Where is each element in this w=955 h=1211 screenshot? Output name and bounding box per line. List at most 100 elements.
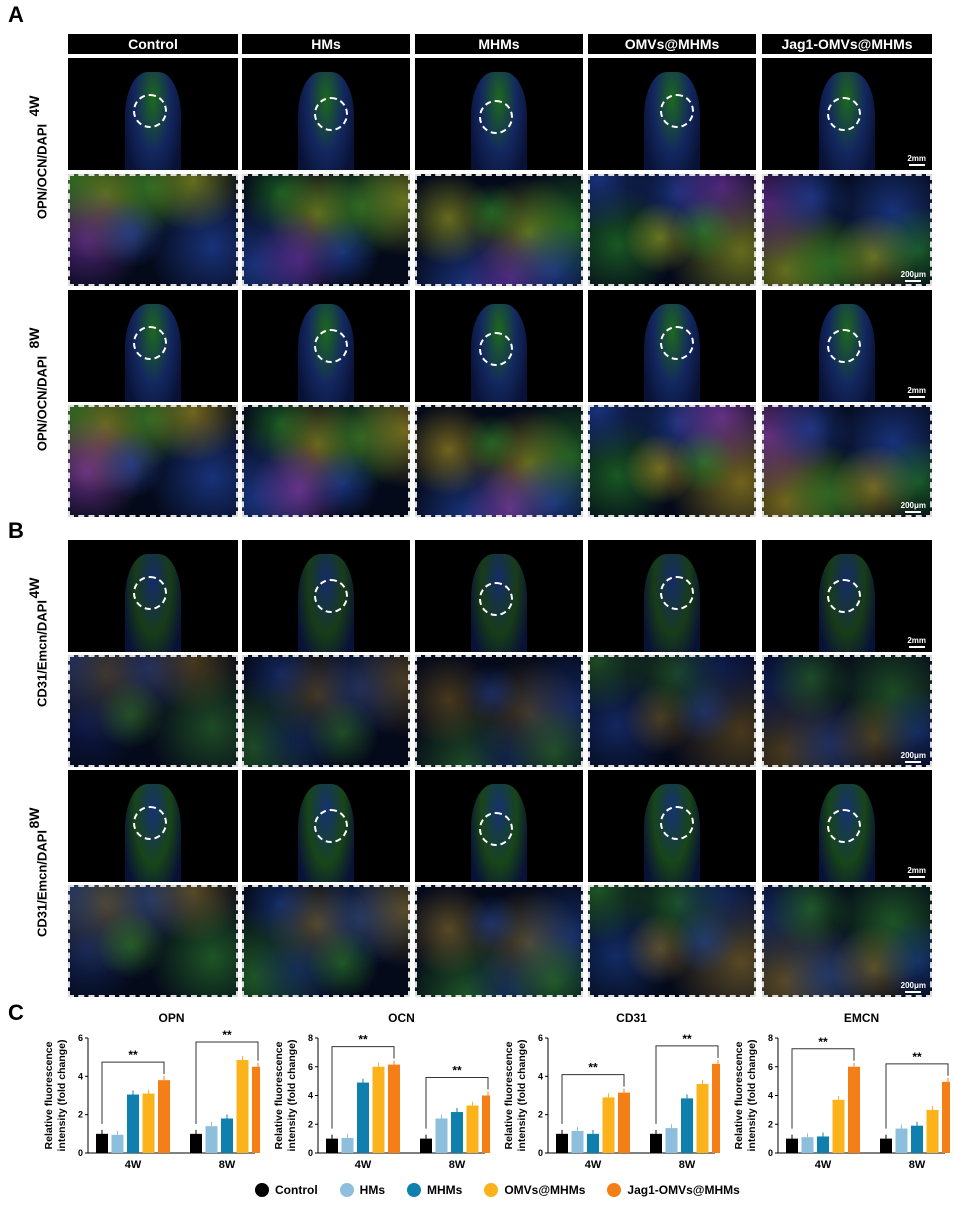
scale-bar: 200μm — [901, 270, 926, 282]
bar-4w-mhms — [587, 1133, 599, 1153]
region-of-interest-circle — [660, 806, 694, 840]
bar-4w-hms — [571, 1130, 584, 1153]
micrograph-whole-bone — [68, 540, 238, 652]
scale-bar: 2mm — [907, 386, 926, 398]
bar-4w-control — [556, 1133, 568, 1153]
x-tick-label: 4W — [585, 1159, 602, 1171]
micrograph-magnified — [588, 174, 756, 286]
bar-4w-hms — [801, 1137, 814, 1153]
micrograph-magnified — [68, 885, 238, 997]
bar-8w-mhms — [451, 1112, 463, 1153]
significance-marker: ** — [358, 1033, 368, 1047]
column-header: MHMs — [415, 34, 583, 54]
micrograph-whole-bone: 2mm — [762, 290, 932, 402]
bar-4w-mhms — [127, 1094, 139, 1153]
scale-bar-label: 200μm — [900, 501, 926, 510]
region-of-interest-circle — [314, 97, 348, 131]
bar-8w-jag1-omvs@mhms — [252, 1066, 260, 1153]
micrograph-whole-bone — [242, 540, 410, 652]
scale-bar-line — [908, 876, 925, 878]
significance-bracket — [101, 1061, 165, 1124]
y-axis-label-line1: Relative fluorescence — [273, 1041, 285, 1149]
micrograph-whole-bone: 2mm — [762, 58, 932, 170]
micrograph-magnified — [588, 885, 756, 997]
region-of-interest-circle — [827, 329, 861, 363]
micrograph-whole-bone — [588, 770, 756, 882]
significance-marker: ** — [588, 1061, 598, 1075]
scale-bar: 200μm — [901, 981, 926, 993]
scale-bar-line — [908, 646, 925, 648]
micrograph-whole-bone — [242, 290, 410, 402]
micrograph-magnified — [242, 174, 410, 286]
region-of-interest-circle — [660, 576, 694, 610]
scale-bar: 2mm — [907, 866, 926, 878]
y-axis-label-line2: intensity (fold change) — [56, 1039, 68, 1151]
region-of-interest-circle — [314, 329, 348, 363]
region-of-interest-circle — [133, 326, 167, 360]
y-tick-label: 0 — [768, 1148, 773, 1158]
column-header: OMVs@MHMs — [588, 34, 756, 54]
bar-4w-hms — [111, 1134, 124, 1153]
bar-4w-jag1-omvs@mhms — [158, 1080, 170, 1153]
scale-bar: 200μm — [901, 751, 926, 763]
y-tick-label: 0 — [78, 1148, 83, 1158]
scale-bar-label: 2mm — [907, 636, 926, 645]
micrograph-whole-bone — [68, 290, 238, 402]
region-of-interest-circle — [314, 809, 348, 843]
significance-marker: ** — [912, 1050, 922, 1064]
y-tick-label: 4 — [78, 1071, 83, 1081]
legend-item: HMs — [339, 1183, 385, 1197]
row-label-stain: CD31/Emcn/DAPI — [34, 829, 50, 937]
micrograph-magnified: 200μm — [762, 174, 932, 286]
bar-8w-omvs@mhms — [696, 1084, 709, 1153]
legend-swatch — [407, 1183, 421, 1197]
bar-4w-omvs@mhms — [832, 1099, 845, 1153]
region-of-interest-circle — [660, 94, 694, 128]
micrograph-magnified — [242, 405, 410, 517]
chart-title: CD31 — [616, 1011, 647, 1025]
micrograph-whole-bone — [415, 290, 583, 402]
micrograph-whole-bone — [588, 290, 756, 402]
bar-4w-jag1-omvs@mhms — [388, 1064, 400, 1153]
micrograph-whole-bone — [415, 58, 583, 170]
y-tick-label: 8 — [308, 1033, 313, 1043]
legend-swatch — [484, 1183, 499, 1197]
column-header: HMs — [242, 34, 410, 54]
y-tick-label: 4 — [308, 1091, 313, 1101]
region-of-interest-circle — [479, 100, 513, 134]
scale-bar-label: 2mm — [907, 866, 926, 875]
scale-bar-line — [905, 280, 922, 282]
significance-marker: ** — [128, 1048, 138, 1062]
scale-bar: 2mm — [907, 154, 926, 166]
legend-swatch — [255, 1183, 269, 1197]
row-label-stain: OPN/OCN/DAPI — [34, 123, 50, 220]
region-of-interest-circle — [314, 579, 348, 613]
bar-8w-jag1-omvs@mhms — [482, 1095, 490, 1153]
bar-4w-control — [786, 1138, 798, 1153]
y-axis-label-line1: Relative fluorescence — [503, 1041, 515, 1149]
scale-bar: 2mm — [907, 636, 926, 648]
micrograph-whole-bone — [242, 58, 410, 170]
bar-4w-jag1-omvs@mhms — [848, 1066, 860, 1153]
bar-8w-hms — [435, 1118, 448, 1153]
legend-label: MHMs — [427, 1183, 463, 1197]
y-tick-label: 2 — [538, 1110, 543, 1120]
micrograph-whole-bone: 2mm — [762, 770, 932, 882]
row-label-stain: OPN/OCN/DAPI — [34, 355, 50, 451]
legend-item: MHMs — [407, 1183, 462, 1197]
bar-8w-jag1-omvs@mhms — [712, 1063, 720, 1153]
significance-bracket — [331, 1046, 395, 1129]
bar-8w-omvs@mhms — [236, 1060, 249, 1153]
bar-4w-omvs@mhms — [372, 1066, 385, 1153]
y-tick-label: 0 — [538, 1148, 543, 1158]
panel-label-c: C — [8, 1000, 24, 1025]
region-of-interest-circle — [133, 94, 167, 128]
bar-8w-mhms — [681, 1098, 693, 1153]
scale-bar-label: 200μm — [900, 270, 926, 279]
y-axis-label-line1: Relative fluorescence — [43, 1041, 55, 1149]
y-tick-label: 0 — [308, 1148, 313, 1158]
bar-8w-omvs@mhms — [466, 1105, 479, 1153]
significance-bracket — [195, 1041, 259, 1124]
significance-marker: ** — [452, 1064, 462, 1078]
